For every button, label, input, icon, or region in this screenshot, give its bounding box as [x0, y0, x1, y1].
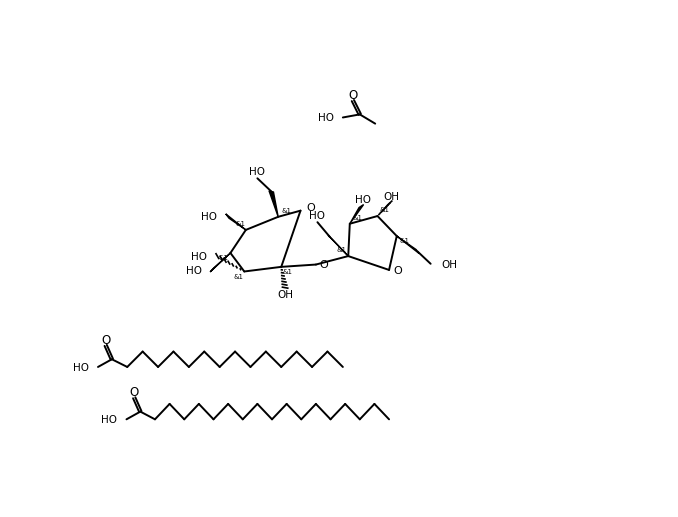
- Text: &1: &1: [233, 274, 243, 280]
- Text: O: O: [129, 386, 139, 399]
- Text: HO: HO: [317, 113, 334, 123]
- Text: O: O: [306, 203, 315, 214]
- Text: HO: HO: [101, 415, 117, 425]
- Text: &1: &1: [218, 254, 228, 261]
- Polygon shape: [397, 236, 419, 253]
- Text: O: O: [348, 88, 357, 102]
- Text: &1: &1: [281, 208, 292, 215]
- Text: &1: &1: [380, 207, 390, 213]
- Text: O: O: [394, 266, 403, 277]
- Polygon shape: [350, 205, 363, 224]
- Polygon shape: [328, 235, 348, 256]
- Text: HO: HO: [201, 212, 218, 222]
- Text: OH: OH: [441, 261, 458, 270]
- Text: HO: HO: [309, 211, 325, 221]
- Text: HO: HO: [355, 195, 371, 205]
- Text: &1: &1: [235, 221, 245, 227]
- Polygon shape: [210, 253, 231, 272]
- Text: O: O: [320, 260, 329, 269]
- Text: O: O: [101, 333, 111, 346]
- Text: HO: HO: [186, 266, 202, 276]
- Text: OH: OH: [383, 192, 399, 202]
- Polygon shape: [226, 214, 246, 230]
- Text: &1: &1: [337, 247, 346, 253]
- Text: &1: &1: [283, 269, 293, 275]
- Text: &1: &1: [352, 215, 362, 221]
- Text: &1: &1: [399, 238, 409, 244]
- Text: HO: HO: [191, 252, 207, 262]
- Polygon shape: [269, 191, 278, 217]
- Text: HO: HO: [73, 363, 89, 373]
- Text: OH: OH: [277, 290, 293, 299]
- Text: HO: HO: [250, 167, 265, 177]
